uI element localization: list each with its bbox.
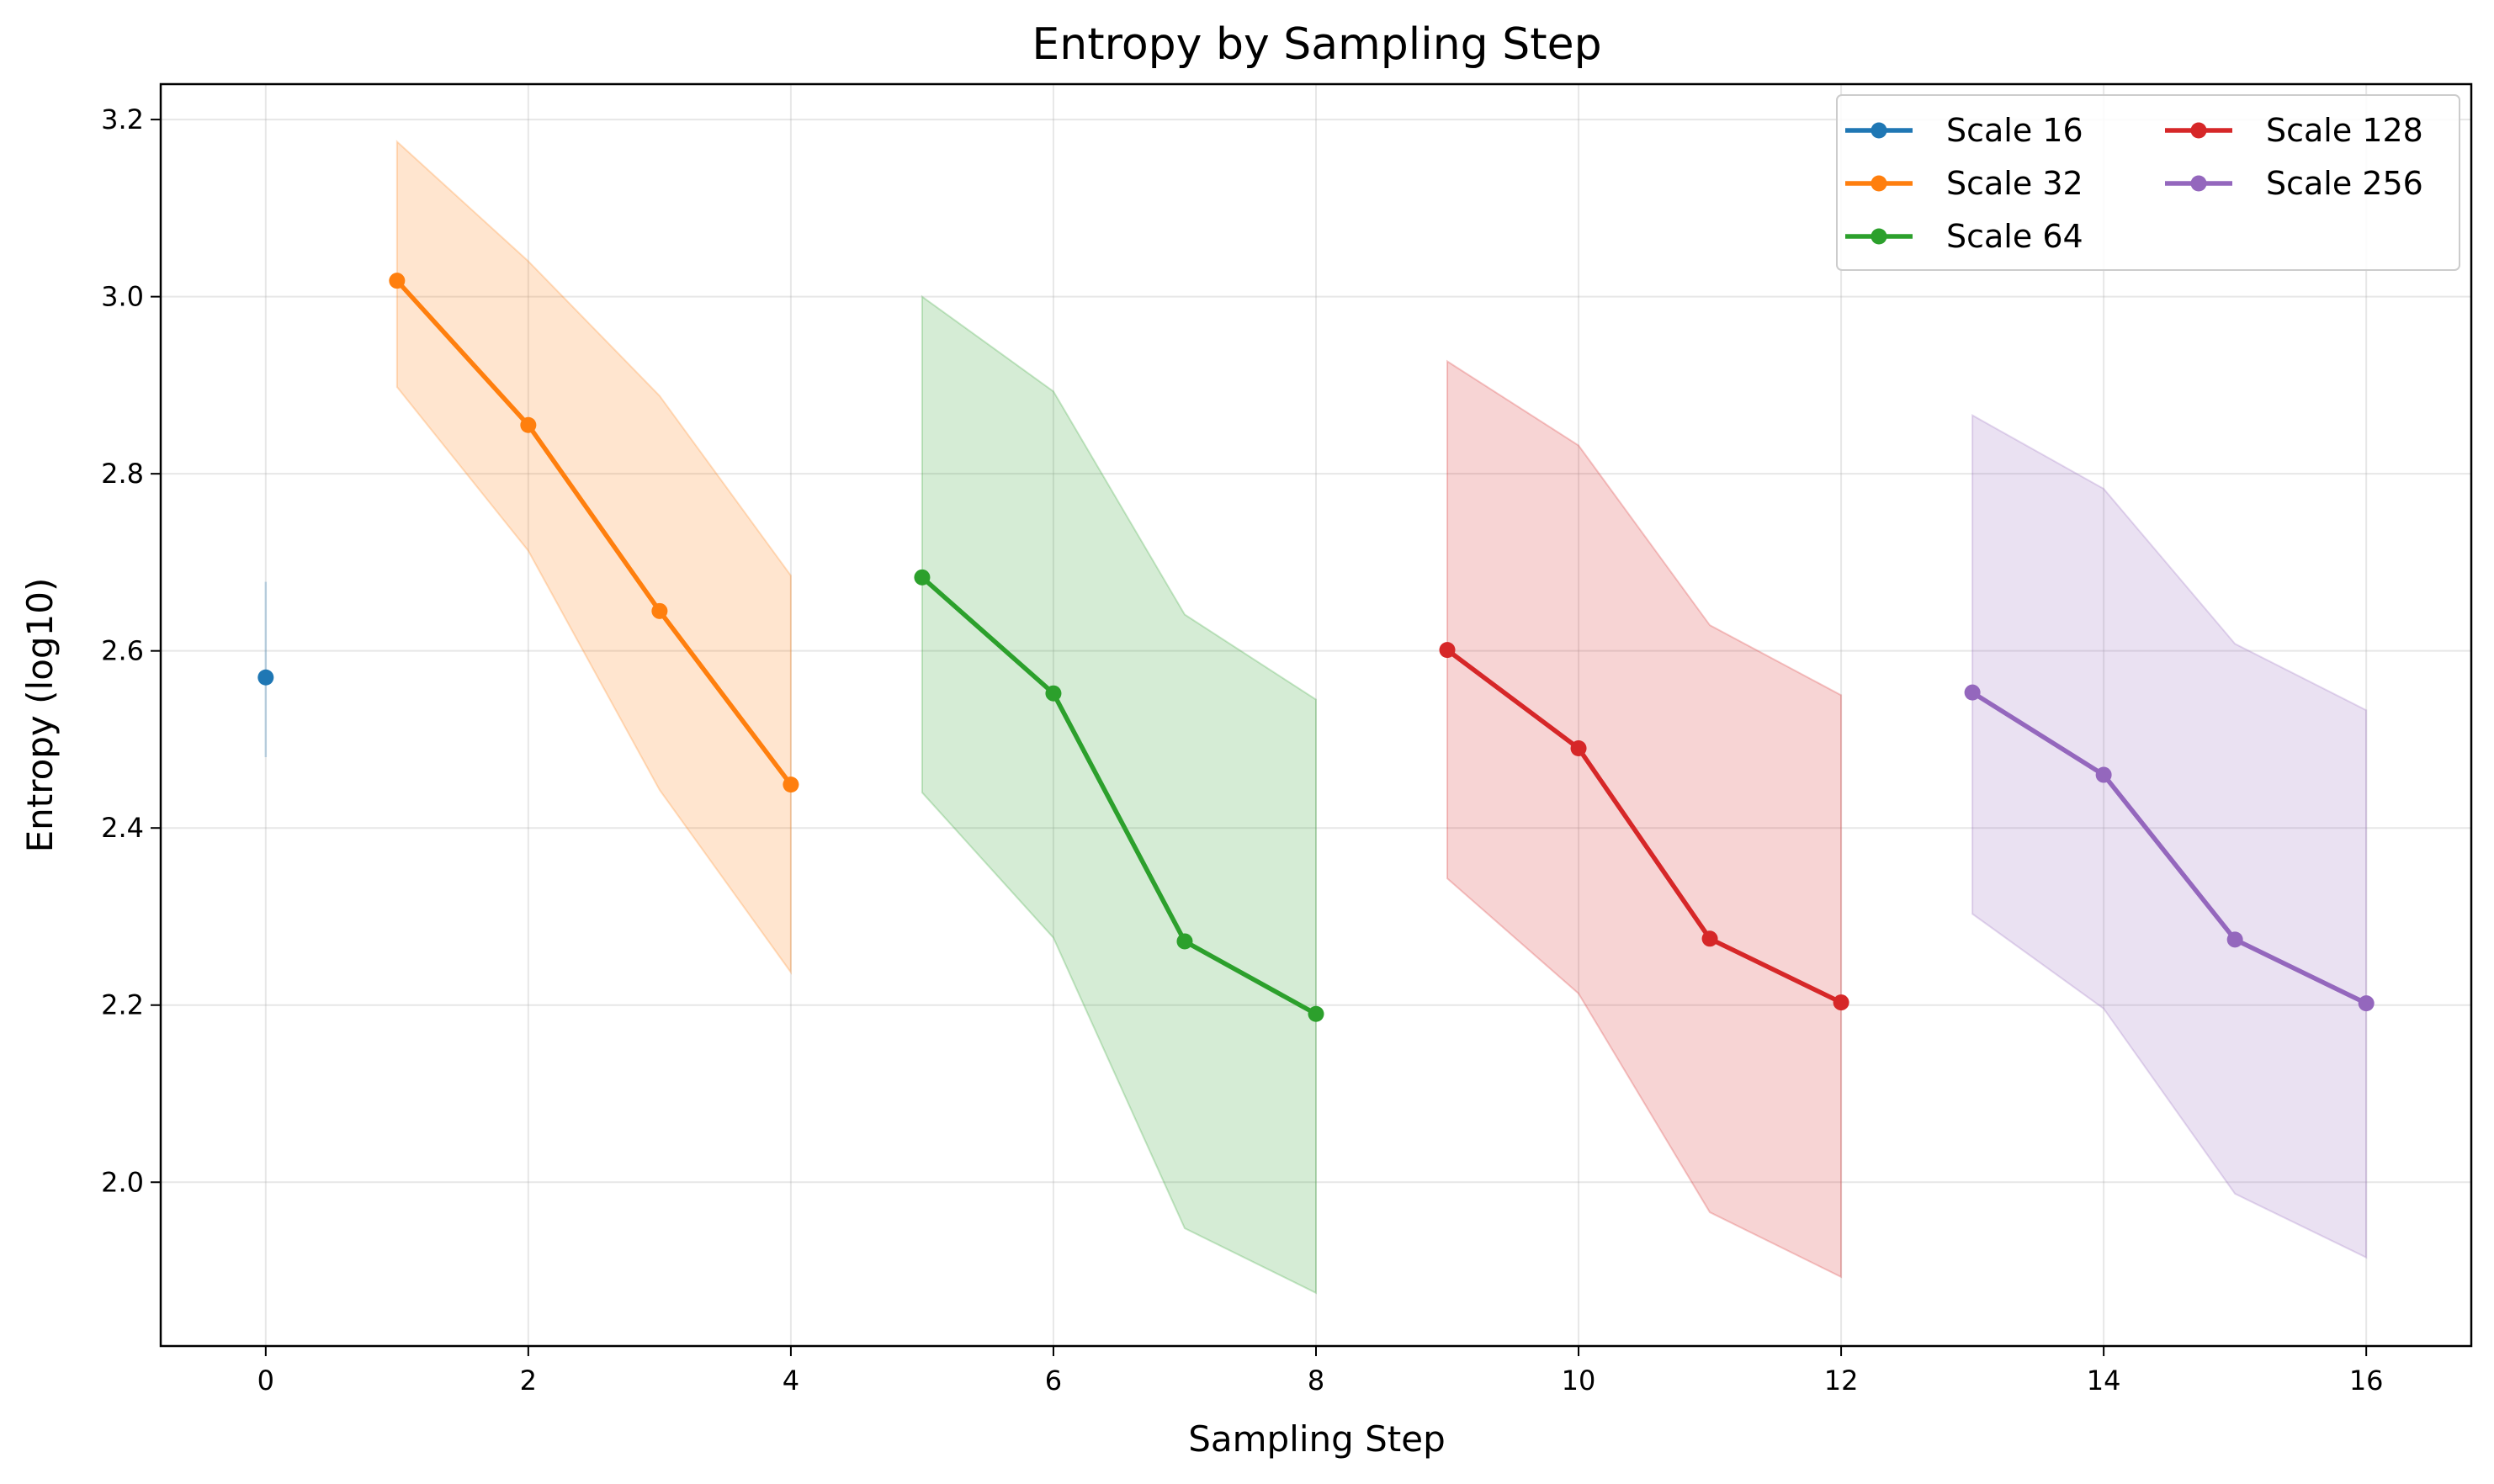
scale-64-line	[920, 575, 1319, 1017]
scale-128-point	[1439, 642, 1456, 659]
y-tick-label: 2.0	[101, 1166, 144, 1198]
x-axis-ticks: 0 2 4 6 8 10 12 14 16	[257, 1346, 2384, 1397]
scale-128-point	[1570, 739, 1587, 756]
y-tick-label: 2.6	[101, 635, 144, 667]
x-axis-label: Sampling Step	[1188, 1418, 1446, 1460]
legend-marker-scale-32	[1870, 175, 1887, 192]
chart-title: Entropy by Sampling Step	[1032, 19, 1601, 70]
x-tick-label: 6	[1045, 1365, 1062, 1397]
scale-32-point	[783, 776, 799, 793]
scale-64-point	[914, 569, 931, 586]
scale-256-point	[2095, 766, 2112, 783]
y-tick-label: 3.2	[101, 103, 144, 135]
legend-marker-scale-128	[2190, 122, 2207, 139]
scale-128-point	[1701, 930, 1718, 947]
legend-marker-scale-16	[1870, 122, 1887, 139]
error-bands	[264, 140, 2368, 1295]
y-axis-label: Entropy (log10)	[19, 578, 61, 853]
scale-256-point	[2358, 995, 2375, 1012]
y-tick-label: 3.0	[101, 281, 144, 313]
scale-32-band	[395, 140, 792, 975]
scale-32-point	[651, 602, 668, 619]
scale-256-point	[2226, 931, 2243, 948]
scale-128-line	[1445, 647, 1844, 1005]
legend: Scale 16 Scale 32 Scale 64 Scale 128 Scale 2…	[1836, 94, 2460, 271]
scale-128-point	[1833, 994, 1849, 1011]
scale-64-band	[921, 294, 1317, 1295]
series-lines	[395, 278, 2369, 1017]
legend-label-scale-256: Scale 256	[2266, 165, 2423, 202]
y-axis-ticks: 2.0 2.2 2.4 2.6 2.8 3.0 3.2	[101, 103, 161, 1198]
x-tick-label: 14	[2087, 1365, 2121, 1397]
legend-label-scale-32: Scale 32	[1946, 165, 2083, 202]
scale-128-band	[1446, 359, 1843, 1279]
legend-label-scale-16: Scale 16	[1946, 112, 2083, 149]
scale-32-point	[389, 273, 406, 289]
legend-marker-scale-64	[1870, 228, 1887, 245]
y-tick-label: 2.8	[101, 458, 144, 490]
legend-marker-scale-256	[2190, 175, 2207, 192]
x-tick-label: 10	[1562, 1365, 1596, 1397]
scale-64-point	[1045, 685, 1062, 702]
scale-64-point	[1176, 933, 1193, 950]
x-tick-label: 2	[520, 1365, 537, 1397]
x-tick-label: 16	[2349, 1365, 2384, 1397]
grid-lines	[161, 84, 2471, 1346]
data-points	[257, 273, 2375, 1022]
scale-256-line	[1970, 690, 2369, 1006]
y-tick-label: 2.4	[101, 812, 144, 844]
scale-16-point	[257, 669, 274, 686]
legend-box	[1836, 94, 2460, 271]
legend-label-scale-128: Scale 128	[2266, 112, 2423, 149]
x-tick-label: 4	[783, 1365, 799, 1397]
scale-32-line	[395, 278, 793, 787]
x-tick-label: 12	[1824, 1365, 1859, 1397]
scale-64-point	[1308, 1005, 1324, 1022]
scale-256-band	[1971, 413, 2368, 1259]
x-tick-label: 0	[257, 1365, 274, 1397]
scale-256-point	[1964, 684, 1981, 701]
scale-32-point	[520, 416, 537, 433]
y-tick-label: 2.2	[101, 989, 144, 1021]
x-tick-label: 8	[1308, 1365, 1324, 1397]
legend-label-scale-64: Scale 64	[1946, 218, 2083, 255]
